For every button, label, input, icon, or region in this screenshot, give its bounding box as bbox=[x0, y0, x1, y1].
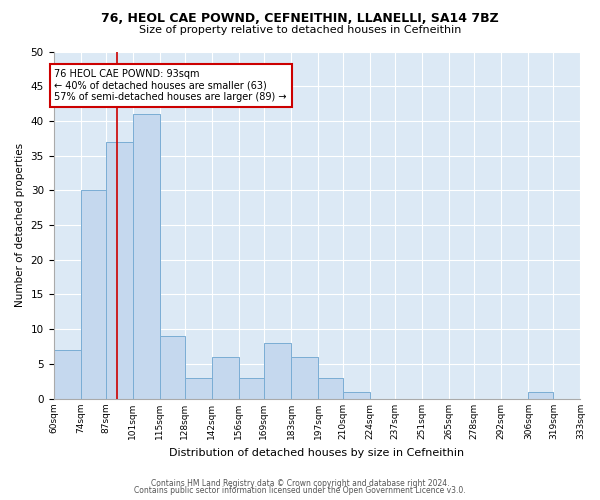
Bar bbox=[53, 350, 80, 399]
Bar bbox=[318, 378, 343, 398]
Bar bbox=[343, 392, 370, 398]
Text: 76, HEOL CAE POWND, CEFNEITHIN, LLANELLI, SA14 7BZ: 76, HEOL CAE POWND, CEFNEITHIN, LLANELLI… bbox=[101, 12, 499, 26]
Bar bbox=[106, 142, 133, 399]
Bar bbox=[264, 343, 291, 398]
Y-axis label: Number of detached properties: Number of detached properties bbox=[15, 143, 25, 307]
Bar bbox=[212, 357, 239, 399]
Bar bbox=[291, 357, 318, 399]
Bar bbox=[160, 336, 185, 398]
Bar bbox=[185, 378, 212, 398]
Bar bbox=[529, 392, 553, 398]
Bar bbox=[133, 114, 160, 399]
Text: 76 HEOL CAE POWND: 93sqm
← 40% of detached houses are smaller (63)
57% of semi-d: 76 HEOL CAE POWND: 93sqm ← 40% of detach… bbox=[55, 69, 287, 102]
Text: Contains public sector information licensed under the Open Government Licence v3: Contains public sector information licen… bbox=[134, 486, 466, 495]
Text: Size of property relative to detached houses in Cefneithin: Size of property relative to detached ho… bbox=[139, 25, 461, 35]
X-axis label: Distribution of detached houses by size in Cefneithin: Distribution of detached houses by size … bbox=[169, 448, 464, 458]
Text: Contains HM Land Registry data © Crown copyright and database right 2024.: Contains HM Land Registry data © Crown c… bbox=[151, 478, 449, 488]
Bar bbox=[239, 378, 264, 398]
Bar bbox=[80, 190, 106, 398]
